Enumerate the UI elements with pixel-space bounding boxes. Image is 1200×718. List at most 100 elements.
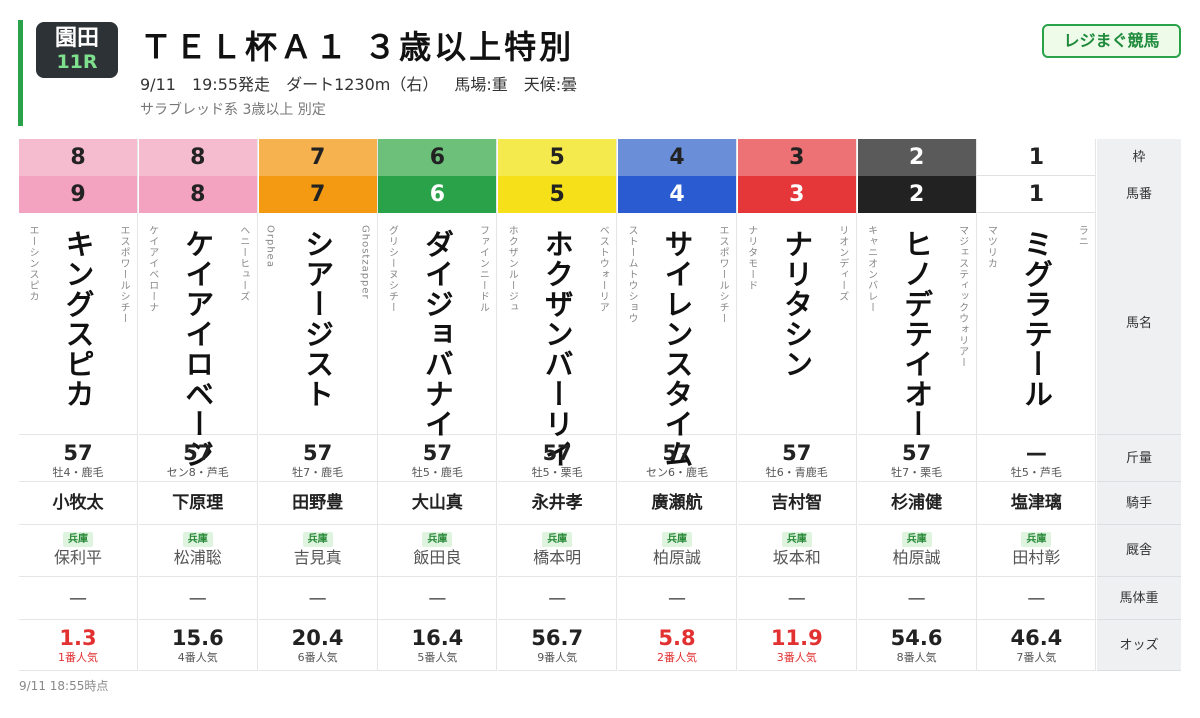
- horse-name-area[interactable]: ファインニードル グリシーヌシチー ダイジョバナイ: [378, 213, 497, 439]
- horse-name[interactable]: キングスピカ: [61, 229, 95, 409]
- horse-name[interactable]: ミグラテール: [1019, 229, 1054, 409]
- horse-name-area[interactable]: ヘニーヒューズ ケイアイベローナ ケイアイロベージ: [138, 213, 257, 469]
- jockey-name[interactable]: 吉村智: [737, 482, 856, 525]
- stable-cell: 兵庫 飯田良: [378, 525, 497, 577]
- trainer-name[interactable]: 吉見真: [293, 548, 342, 567]
- regimag-keiba-button[interactable]: レジまぐ競馬: [1042, 24, 1181, 58]
- waku-number: 2: [857, 139, 976, 176]
- horse-name-area[interactable]: エスポワールシチー ストームトウショウ サイレンスタイム: [618, 213, 736, 469]
- horse-name[interactable]: ヒノデテイオー: [899, 229, 934, 439]
- horse-name-area[interactable]: ラニ マツリカ ミグラテール: [977, 213, 1096, 435]
- weight-cell: 57 牡5・栗毛: [498, 435, 617, 482]
- horse-number: 9: [19, 176, 137, 213]
- sire-name: ラニ: [1076, 225, 1088, 247]
- popularity: 2番人気: [657, 651, 697, 664]
- accent-bar: [18, 20, 23, 126]
- horse-column[interactable]: 5 5 ベストウォーリア ホクザンルージュ ホクザンバーリイ 57 牡5・栗毛 永井孝 兵庫 橋本…: [498, 139, 618, 671]
- weight-cell: 57 セン8・芦毛: [138, 435, 257, 482]
- horse-name[interactable]: ケイアイロベージ: [180, 229, 215, 469]
- jockey-name[interactable]: 塩津璃: [977, 482, 1096, 525]
- horse-column[interactable]: 3 3 リオンディーズ ナリタモード ナリタシン 57 牡6・青鹿毛 吉村智 兵庫 坂本和 —11.…: [737, 139, 857, 671]
- horse-column[interactable]: 7 7 Ghostzapper Orphea シアージスト 57 牡7・鹿毛 田野豊 兵庫 吉見真…: [258, 139, 378, 671]
- horse-name-area[interactable]: マジェスティックウォリアー キャニオンバレー ヒノデテイオー: [857, 213, 976, 439]
- horse-column[interactable]: 8 8 ヘニーヒューズ ケイアイベローナ ケイアイロベージ 57 セン8・芦毛 下原理 兵庫 松浦…: [138, 139, 258, 671]
- weight-cell: 57 牡7・栗毛: [857, 435, 976, 482]
- odds-cell: 56.7 9番人気: [498, 620, 617, 671]
- jockey-name[interactable]: 田野豊: [258, 482, 377, 525]
- horse-number: 5: [498, 176, 617, 213]
- horse-column[interactable]: 4 4 エスポワールシチー ストームトウショウ サイレンスタイム 57 セン6・鹿毛 廣瀬航兵…: [618, 139, 737, 671]
- carried-weight: 57: [901, 441, 932, 465]
- stable-cell: 兵庫 保利平: [19, 525, 137, 577]
- horse-name-area[interactable]: エスポワールシチー エーシンスピカ キングスピカ: [19, 213, 137, 435]
- popularity: 5番人気: [417, 651, 458, 664]
- race-info: 9/11 19:55発走 ダート1230m（右） 馬場:重 天候:曇: [140, 71, 593, 95]
- update-time: 9/11 18:55時点: [19, 679, 109, 693]
- horse-number: 3: [737, 176, 856, 213]
- horse-column[interactable]: 8 9 エスポワールシチー エーシンスピカ キングスピカ 57 牡4・鹿毛 小牧太 兵庫 保利平 —…: [19, 139, 138, 671]
- odds-cell: 15.6 4番人気: [138, 620, 257, 671]
- horse-name[interactable]: ダイジョバナイ: [420, 229, 455, 439]
- trainer-name[interactable]: 松浦聡: [173, 548, 222, 567]
- body-weight: —: [737, 577, 856, 620]
- jockey-name[interactable]: 小牧太: [19, 482, 137, 525]
- stable-cell: 兵庫 橋本明: [498, 525, 617, 577]
- race-start: 19:55発走: [191, 75, 271, 94]
- trainer-name[interactable]: 坂本和: [772, 548, 821, 567]
- horse-name[interactable]: ナリタシン: [779, 229, 814, 379]
- horse-number: 1: [977, 176, 1096, 213]
- trainer-name[interactable]: 保利平: [53, 548, 102, 567]
- jockey-name[interactable]: 杉浦健: [857, 482, 976, 525]
- horse-name-area[interactable]: Ghostzapper Orphea シアージスト: [258, 213, 377, 435]
- jockey-name[interactable]: 下原理: [138, 482, 257, 525]
- horse-number: 2: [857, 176, 976, 213]
- popularity: 9番人気: [537, 651, 578, 664]
- waku-number: 6: [378, 139, 497, 176]
- region-badge: 兵庫: [1021, 532, 1052, 547]
- trainer-name[interactable]: 柏原誠: [652, 548, 701, 567]
- horse-name[interactable]: ホクザンバーリイ: [540, 229, 575, 469]
- horse-name-area[interactable]: ベストウォーリア ホクザンルージュ ホクザンバーリイ: [498, 213, 617, 469]
- region-badge: 兵庫: [542, 532, 573, 547]
- horse-name[interactable]: サイレンスタイム: [660, 229, 694, 469]
- dam-name: ナリタモード: [745, 225, 757, 291]
- sire-name: マジェスティックウォリアー: [956, 225, 968, 368]
- jockey-name[interactable]: 大山真: [378, 482, 497, 525]
- stable-cell: 兵庫 吉見真: [258, 525, 377, 577]
- waku-number: 3: [737, 139, 856, 176]
- odds-cell: 46.4 7番人気: [977, 620, 1096, 671]
- horse-column[interactable]: 1 1 ラニ マツリカ ミグラテール — 牡5・芦毛 塩津璃 兵庫 田村彰 —46.4 7番人気: [977, 139, 1097, 671]
- stable-cell: 兵庫 松浦聡: [138, 525, 257, 577]
- jockey-name[interactable]: 廣瀬航: [618, 482, 736, 525]
- trainer-name[interactable]: 柏原誠: [892, 548, 941, 567]
- horse-name-area[interactable]: リオンディーズ ナリタモード ナリタシン: [737, 213, 856, 435]
- race-conditions: サラブレッド系 3歳以上 別定: [140, 102, 326, 118]
- odds-cell: 54.6 8番人気: [857, 620, 976, 671]
- odds-cell: 5.8 2番人気: [618, 620, 736, 671]
- region-badge: 兵庫: [302, 532, 333, 547]
- odds-value: 20.4: [291, 626, 344, 650]
- horse-column[interactable]: 2 2 マジェスティックウォリアー キャニオンバレー ヒノデテイオー 57 牡7・栗毛 杉浦健…: [857, 139, 977, 671]
- odds-value: 15.6: [171, 626, 224, 650]
- dam-name: グリシーヌシチー: [386, 225, 398, 313]
- carried-weight: 57: [542, 441, 572, 465]
- sex-age-color: 牡5・鹿毛: [411, 466, 463, 479]
- jockey-name[interactable]: 永井孝: [498, 482, 617, 525]
- weight-cell: — 牡5・芦毛: [977, 435, 1096, 482]
- trainer-name[interactable]: 田村彰: [1012, 548, 1061, 567]
- race-number: 11R: [56, 51, 98, 73]
- dam-name: キャニオンバレー: [865, 225, 877, 313]
- trainer-name[interactable]: 橋本明: [533, 548, 582, 567]
- horse-column[interactable]: 6 6 ファインニードル グリシーヌシチー ダイジョバナイ 57 牡5・鹿毛 大山真 兵庫 飯田良…: [378, 139, 498, 671]
- trainer-name[interactable]: 飯田良: [413, 548, 462, 567]
- label-umaban: 馬番: [1125, 187, 1152, 202]
- venue-name: 園田: [54, 26, 99, 51]
- dam-name: Orphea: [264, 225, 276, 268]
- odds-cell: 20.4 6番人気: [258, 620, 377, 671]
- body-weight: —: [857, 577, 976, 620]
- horse-name[interactable]: シアージスト: [300, 229, 335, 409]
- horse-number: 6: [378, 176, 497, 213]
- odds-value: 11.9: [770, 626, 823, 650]
- sex-age-color: 牡7・栗毛: [891, 466, 943, 479]
- carried-weight: 57: [422, 441, 452, 465]
